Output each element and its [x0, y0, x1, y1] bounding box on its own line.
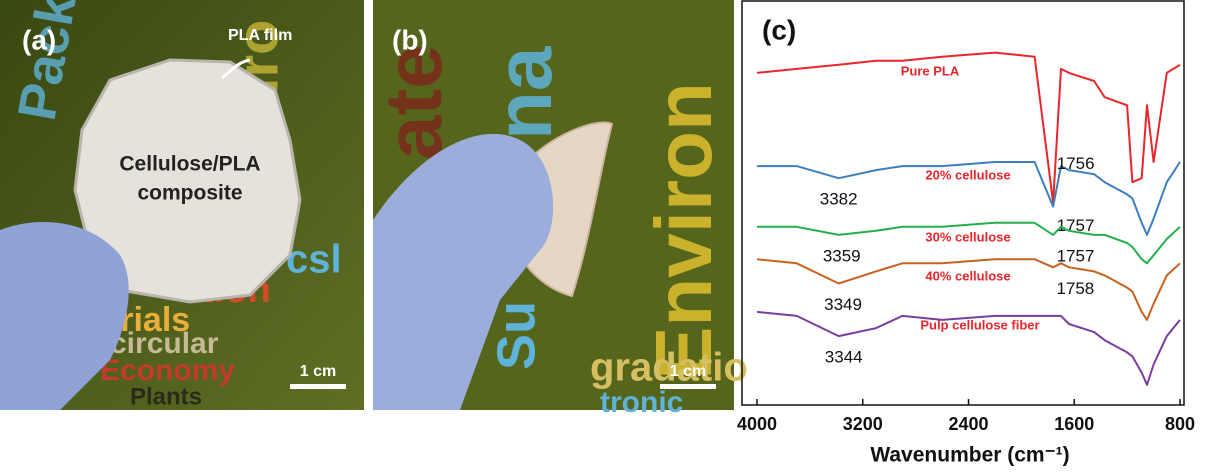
- x-tick-label: 2400: [948, 414, 988, 434]
- bg-word: na: [479, 46, 568, 140]
- figure: Pack Enviro Plants Economy circular teri…: [0, 0, 1210, 469]
- series-label: 40% cellulose: [925, 268, 1010, 283]
- bg-word: ate: [369, 44, 458, 160]
- x-tick-label: 800: [1165, 414, 1195, 434]
- sample-text: composite: [137, 182, 242, 205]
- series-label: Pure PLA: [901, 63, 960, 78]
- panel-label: (b): [392, 24, 428, 55]
- series-label: 20% cellulose: [925, 167, 1010, 182]
- panel-label: (c): [762, 14, 796, 45]
- scale-bar: [660, 384, 716, 389]
- bg-word: tronic: [600, 386, 683, 419]
- scale-label: 1 cm: [670, 363, 706, 380]
- x-tick-label: 3200: [843, 414, 883, 434]
- photo-b: ate na Environ gradatio Su tronic (b) 1 …: [369, 0, 748, 419]
- peak-label: 1757: [1057, 246, 1095, 265]
- sample-text: Cellulose/PLA: [119, 153, 260, 176]
- bg-word: Plants: [130, 383, 202, 410]
- scale-label: 1 cm: [300, 363, 336, 380]
- panel-label: (a): [22, 24, 56, 55]
- series-label: 30% cellulose: [925, 229, 1010, 244]
- bg-word: csl: [286, 238, 342, 282]
- peak-label: 3344: [825, 348, 863, 367]
- ftir-chart: (c) Wavenumber (cm⁻¹) 4000 3200 2400 1600 80…: [737, 1, 1195, 467]
- peak-label: 1756: [1057, 154, 1095, 173]
- plot-frame: [742, 1, 1184, 405]
- photo-a: Pack Enviro Plants Economy circular teri…: [0, 0, 364, 410]
- bg-word: Environ: [639, 82, 728, 380]
- peak-label: 1758: [1056, 279, 1094, 298]
- x-tick-label: 1600: [1054, 414, 1094, 434]
- x-tick-label: 4000: [737, 414, 777, 434]
- x-axis-title: Wavenumber (cm⁻¹): [870, 444, 1069, 467]
- scale-bar: [290, 384, 346, 389]
- peak-label: 3349: [824, 295, 862, 314]
- peak-label: 3359: [823, 246, 861, 265]
- peak-label: 3382: [820, 190, 858, 209]
- arrow-label: PLA film: [228, 27, 292, 44]
- series-label: Pulp cellulose fiber: [920, 317, 1039, 332]
